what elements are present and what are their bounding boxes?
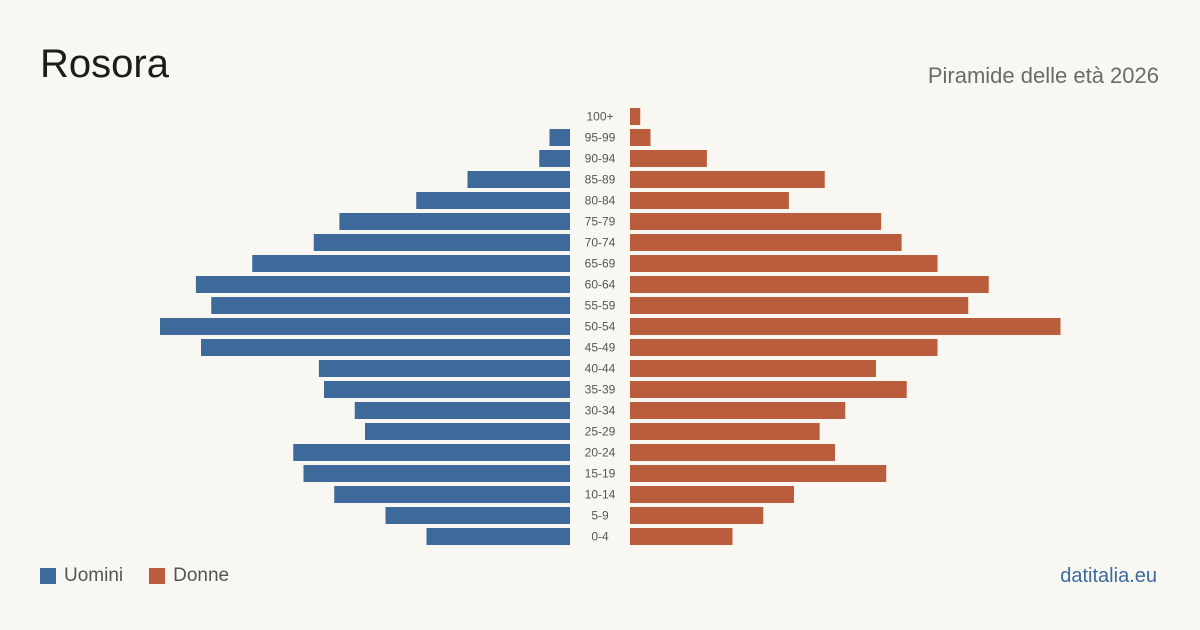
age-label-35-39: 35-39 (585, 383, 616, 397)
bar-men-55-59 (211, 297, 570, 314)
bar-women-35-39 (630, 381, 907, 398)
bar-men-50-54 (160, 318, 570, 335)
age-label-60-64: 60-64 (585, 278, 616, 292)
age-label-100+: 100+ (586, 110, 613, 124)
bar-women-50-54 (630, 318, 1061, 335)
bar-women-55-59 (630, 297, 969, 314)
legend-item-women: Donne (149, 566, 229, 585)
bar-men-40-44 (318, 360, 570, 377)
bar-men-15-19 (303, 465, 570, 482)
bar-men-90-94 (539, 150, 570, 167)
bar-women-90-94 (630, 150, 707, 167)
bar-men-60-64 (195, 276, 570, 293)
legend-swatch-women (149, 567, 166, 584)
bar-women-5-9 (630, 507, 764, 524)
bar-men-20-24 (293, 444, 570, 461)
legend-label-women: Donne (173, 565, 230, 586)
age-label-80-84: 80-84 (585, 194, 616, 208)
age-label-0-4: 0-4 (591, 530, 609, 544)
age-label-5-9: 5-9 (591, 509, 609, 523)
age-label-85-89: 85-89 (585, 173, 616, 187)
legend-label-men: Uomini (64, 565, 124, 586)
age-label-15-19: 15-19 (585, 467, 616, 481)
bar-men-80-84 (416, 192, 570, 209)
bar-women-0-4 (630, 528, 733, 545)
bar-men-5-9 (385, 507, 570, 524)
bar-women-85-89 (630, 171, 825, 188)
legend-swatch-men (40, 567, 56, 584)
bar-men-30-34 (354, 402, 570, 419)
bar-women-80-84 (630, 192, 789, 209)
age-label-90-94: 90-94 (585, 152, 616, 166)
bar-men-45-49 (201, 339, 570, 356)
chart-subtitle: Piramide delle età 2026 (927, 63, 1159, 88)
age-label-25-29: 25-29 (585, 425, 616, 439)
page-title: Rosora (40, 42, 169, 86)
bar-women-30-34 (630, 402, 846, 419)
bar-men-35-39 (324, 381, 570, 398)
age-label-55-59: 55-59 (585, 299, 616, 313)
age-label-95-99: 95-99 (585, 131, 616, 145)
age-label-40-44: 40-44 (585, 362, 616, 376)
bar-women-25-29 (630, 423, 820, 440)
age-label-50-54: 50-54 (585, 320, 616, 334)
bar-women-70-74 (630, 234, 902, 251)
bar-women-10-14 (630, 486, 794, 503)
bar-women-40-44 (630, 360, 876, 377)
age-label-65-69: 65-69 (585, 257, 616, 271)
bar-women-45-49 (630, 339, 938, 356)
bar-men-85-89 (467, 171, 570, 188)
bar-men-75-79 (339, 213, 570, 230)
bar-women-95-99 (630, 129, 651, 146)
age-label-20-24: 20-24 (585, 446, 616, 460)
bar-women-75-79 (630, 213, 882, 230)
bar-women-20-24 (630, 444, 835, 461)
age-label-10-14: 10-14 (585, 488, 616, 502)
bar-women-60-64 (630, 276, 989, 293)
bar-women-100+ (630, 108, 641, 125)
age-label-45-49: 45-49 (585, 341, 616, 355)
bar-men-25-29 (365, 423, 570, 440)
bar-men-65-69 (252, 255, 570, 272)
age-label-70-74: 70-74 (585, 236, 616, 250)
legend-item-men: Uomini (40, 566, 123, 585)
bar-women-15-19 (630, 465, 887, 482)
bar-men-0-4 (426, 528, 570, 545)
bar-men-95-99 (549, 129, 570, 146)
bar-men-70-74 (313, 234, 570, 251)
legend: Uomini Donne (40, 566, 255, 585)
bar-men-10-14 (334, 486, 570, 503)
bar-women-65-69 (630, 255, 938, 272)
source-link[interactable]: datitalia.eu (1060, 565, 1157, 587)
age-label-75-79: 75-79 (585, 215, 616, 229)
age-label-30-34: 30-34 (585, 404, 616, 418)
